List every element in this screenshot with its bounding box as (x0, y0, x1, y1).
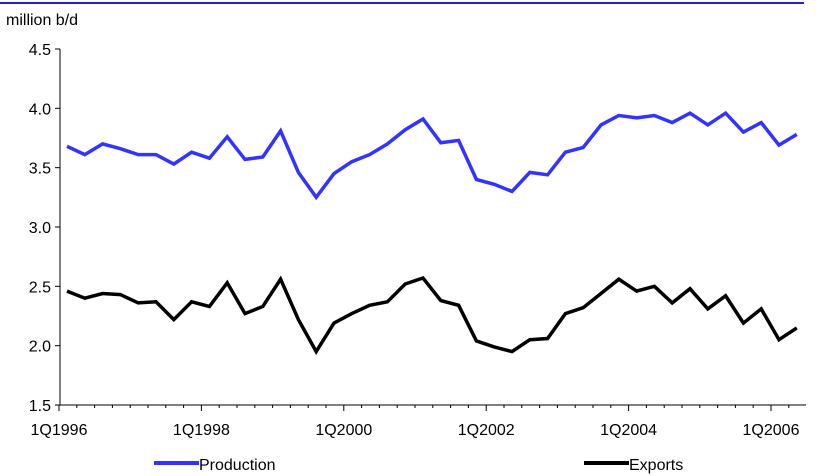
y-tick-label: 1.5 (29, 398, 51, 415)
y-tick-label: 3.0 (29, 220, 51, 237)
legend-label-exports: Exports (629, 457, 683, 474)
legend-label-production: Production (199, 457, 276, 474)
series-lines (66, 110, 798, 356)
x-tick-label: 1Q2004 (600, 422, 657, 439)
y-axis: 1.5 2.0 2.5 3.0 3.5 4.0 4.5 (29, 42, 61, 415)
y-tick-label: 4.0 (29, 101, 51, 118)
x-tick-label: 1Q2000 (315, 422, 372, 439)
series-line-production (66, 110, 798, 201)
series-line-exports (66, 275, 798, 356)
unit-label: million b/d (6, 12, 78, 29)
y-tick-label: 3.5 (29, 161, 51, 178)
x-tick-label: 1Q2002 (458, 422, 515, 439)
y-tick-label: 4.5 (29, 42, 51, 59)
x-tick-label: 1Q2006 (743, 422, 800, 439)
x-tick-label: 1Q1998 (173, 422, 230, 439)
y-tick-label: 2.0 (29, 339, 51, 356)
x-axis: 1Q1996 1Q1998 1Q2000 1Q2002 1Q2004 1Q2006 (31, 404, 806, 439)
x-tick-label: 1Q1996 (31, 422, 88, 439)
legend: Production Exports (154, 457, 683, 474)
y-tick-label: 2.5 (29, 279, 51, 296)
